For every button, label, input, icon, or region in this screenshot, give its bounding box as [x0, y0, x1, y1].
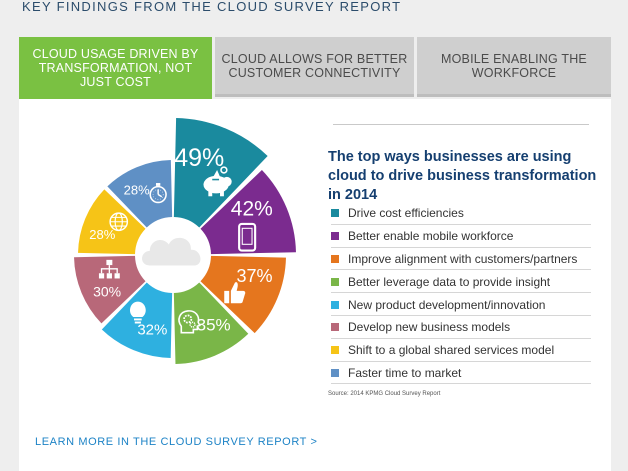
- slice-value-label: 49%: [174, 144, 224, 172]
- legend-swatch: [331, 254, 339, 263]
- legend-label: Improve alignment with customers/partner…: [348, 251, 578, 266]
- stopwatch-icon: [149, 183, 167, 204]
- gears-head-icon: [178, 310, 201, 334]
- slice-value-label: 35%: [197, 316, 231, 335]
- legend-swatch: [331, 323, 339, 332]
- legend-label: Drive cost efficiencies: [348, 206, 464, 221]
- legend-item: New product development/innovation: [331, 293, 592, 316]
- legend-swatch: [331, 346, 339, 355]
- legend-label: Develop new business models: [348, 320, 511, 335]
- donut-slice: [200, 170, 296, 255]
- slice-value-label: 42%: [231, 198, 273, 221]
- legend-label: Better enable mobile workforce: [348, 229, 514, 244]
- legend-swatch: [331, 368, 339, 377]
- donut-slice: [173, 282, 249, 364]
- legend-swatch: [331, 277, 339, 286]
- slice-value-label: 30%: [93, 283, 121, 299]
- legend-label: Shift to a global shared services model: [348, 343, 555, 358]
- page-heading: KEY FINDINGS FROM THE CLOUD SURVEY REPOR…: [22, 0, 402, 14]
- globe-icon: [109, 212, 129, 232]
- legend-label: Better leverage data to provide insight: [348, 274, 551, 289]
- legend-item: Develop new business models: [331, 316, 592, 339]
- donut-slice: [74, 255, 146, 324]
- slice-value-label: 28%: [89, 227, 115, 242]
- legend-label: Faster time to market: [348, 365, 462, 380]
- learn-more-link[interactable]: LEARN MORE IN THE CLOUD SURVEY REPORT >: [35, 436, 318, 448]
- thumbs-up-icon: [224, 282, 246, 304]
- chart-title: The top ways businesses are using cloud …: [328, 149, 597, 203]
- legend-item: Shift to a global shared services model: [331, 339, 592, 362]
- cloud-icon: [142, 237, 201, 266]
- tab-customer-connectivity[interactable]: CLOUD ALLOWS FOR BETTER CUSTOMER CONNECT…: [215, 37, 414, 97]
- donut-center: [33, 117, 70, 154]
- chart-legend: Drive cost efficiencies Better enable mob…: [331, 202, 592, 385]
- content-panel: 49% 42% 37% 35% 32% 30% 28% 28% The top ways bu…: [19, 99, 611, 471]
- mobile-phone-icon: [238, 222, 257, 252]
- legend-item: Better enable mobile workforce: [331, 225, 592, 248]
- legend-swatch: [331, 232, 339, 241]
- slice-value-label: 28%: [124, 183, 150, 198]
- donut-chart: 49% 42% 37% 35% 32% 30% 28% 28%: [33, 117, 296, 364]
- divider: [333, 124, 589, 125]
- slice-value-label: 32%: [137, 321, 167, 338]
- piggy-bank-icon: [203, 166, 232, 197]
- donut-slice: [173, 118, 268, 228]
- donut-slice: [107, 160, 173, 228]
- org-chart-icon: [98, 259, 120, 279]
- tab-cloud-usage[interactable]: CLOUD USAGE DRIVEN BY TRANSFORMATION, NO…: [19, 37, 212, 99]
- legend-item: Faster time to market: [331, 362, 592, 385]
- chart-source: Source: 2014 KPMG Cloud Survey Report: [328, 391, 441, 397]
- tab-mobile-workforce[interactable]: MOBILE ENABLING THE WORKFORCE: [417, 37, 611, 97]
- legend-swatch: [331, 209, 339, 218]
- slice-value-label: 37%: [236, 266, 272, 286]
- legend-item: Improve alignment with customers/partner…: [331, 248, 592, 271]
- legend-item: Better leverage data to provide insight: [331, 270, 592, 294]
- tab-bar: CLOUD USAGE DRIVEN BY TRANSFORMATION, NO…: [19, 37, 611, 99]
- legend-item: Drive cost efficiencies: [331, 202, 592, 225]
- legend-label: New product development/innovation: [348, 297, 546, 312]
- legend-swatch: [331, 300, 339, 309]
- lightbulb-icon: [129, 301, 146, 324]
